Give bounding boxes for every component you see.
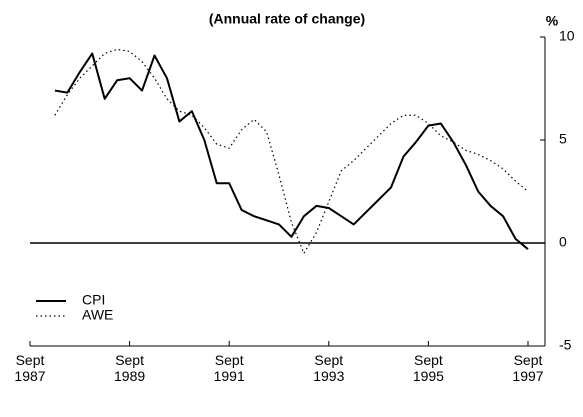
x-tick-label: Sept 1993 <box>313 352 345 384</box>
x-tick-label: Sept 1997 <box>512 352 544 384</box>
chart-title: (Annual rate of change) <box>209 11 365 27</box>
y-axis-label: % <box>546 13 559 29</box>
legend-label: AWE <box>82 307 113 323</box>
series-line <box>54 48 529 254</box>
x-tick-label: Sept 1995 <box>412 352 444 384</box>
y-tick-label: -5 <box>559 337 572 353</box>
series-line <box>54 52 529 250</box>
x-tick-label: Sept 1987 <box>14 352 46 384</box>
y-tick-label: 10 <box>559 28 575 44</box>
x-tick-label: Sept 1989 <box>114 352 146 384</box>
y-tick-label: 0 <box>559 234 567 250</box>
legend-label: CPI <box>82 292 105 308</box>
x-tick-label: Sept 1991 <box>213 352 245 384</box>
y-tick-label: 5 <box>559 131 567 147</box>
